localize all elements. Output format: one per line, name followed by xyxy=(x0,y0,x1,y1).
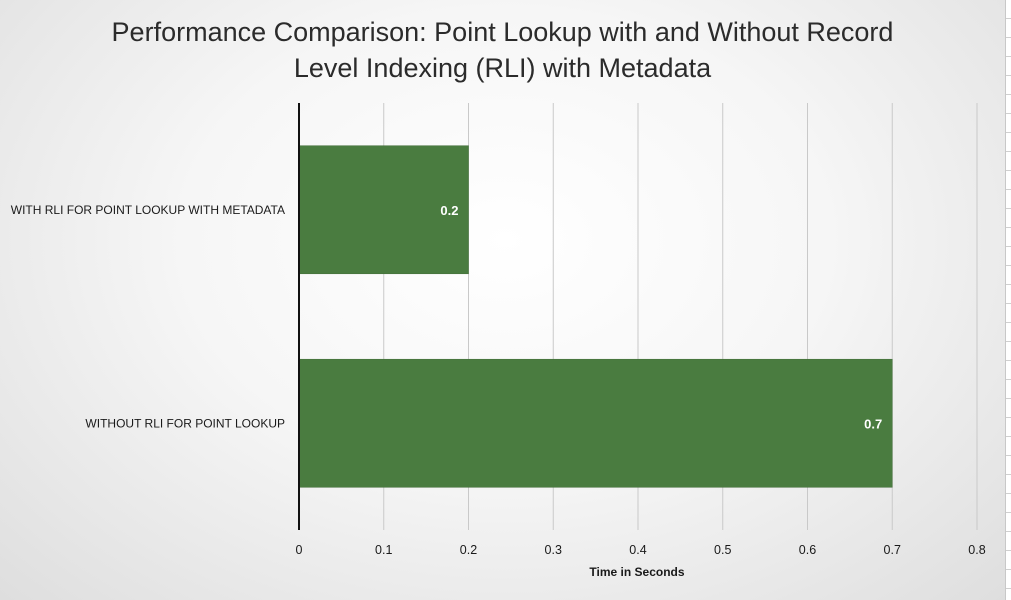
x-tick-label: 0.6 xyxy=(799,543,816,557)
category-label: WITHOUT RLI FOR POINT LOOKUP xyxy=(85,416,285,430)
x-tick-label: 0.5 xyxy=(714,543,731,557)
chart-title: Performance Comparison: Point Lookup wit… xyxy=(0,14,1005,86)
bar xyxy=(298,145,469,275)
chart-title-line-1: Performance Comparison: Point Lookup wit… xyxy=(111,17,894,47)
data-label: 0.2 xyxy=(440,203,458,218)
x-axis-title: Time in Seconds xyxy=(589,565,684,579)
category-label: WITH RLI FOR POINT LOOKUP WITH METADATA xyxy=(11,203,285,217)
bar xyxy=(298,358,893,488)
x-tick-label: 0.8 xyxy=(968,543,985,557)
x-tick-label: 0.1 xyxy=(375,543,392,557)
x-tick-label: 0 xyxy=(296,543,303,557)
x-tick-label: 0.3 xyxy=(545,543,562,557)
data-label: 0.7 xyxy=(864,416,882,431)
x-tick-label: 0.7 xyxy=(884,543,901,557)
window-edge xyxy=(1005,0,1011,600)
chart-title-line-2: Level Indexing (RLI) with Metadata xyxy=(293,53,712,83)
x-tick-label: 0.4 xyxy=(629,543,646,557)
x-tick-label: 0.2 xyxy=(460,543,477,557)
